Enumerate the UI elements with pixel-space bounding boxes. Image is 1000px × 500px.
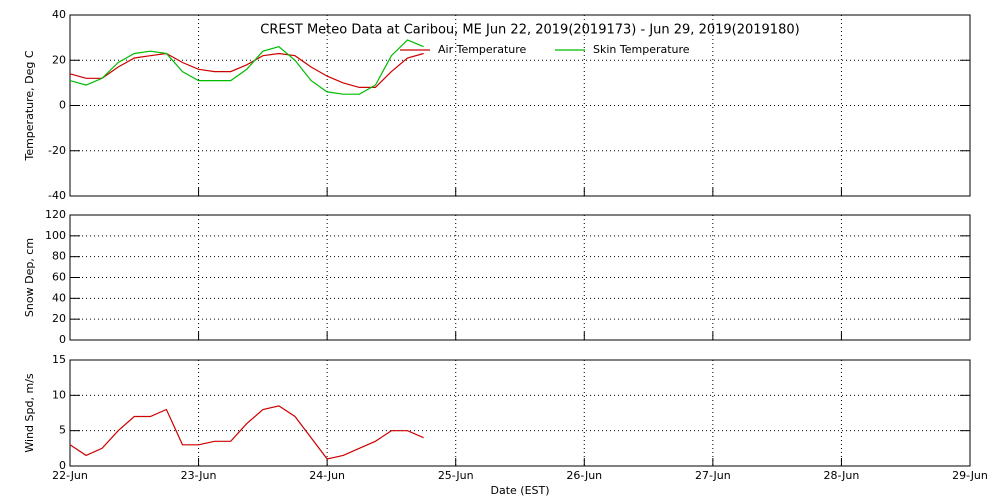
x-tick-label: 22-Jun	[52, 469, 88, 482]
plot-frame	[69, 214, 971, 341]
y-tick-label: 0	[59, 99, 66, 112]
data-line	[69, 405, 424, 460]
x-tick-label: 25-Jun	[438, 469, 474, 482]
data-line	[69, 39, 424, 95]
x-tick-label: 27-Jun	[695, 469, 731, 482]
y-tick-label: -40	[48, 189, 66, 202]
y-axis-label: Wind Spd, m/s	[23, 373, 36, 453]
x-tick-label: 28-Jun	[824, 469, 860, 482]
y-tick-label: 60	[52, 271, 66, 284]
y-tick-label: 10	[52, 388, 66, 401]
x-axis-label: Date (EST)	[490, 484, 549, 497]
y-axis-label: Snow Dep, cm	[23, 238, 36, 317]
x-tick-label: 29-Jun	[952, 469, 988, 482]
y-tick-label: -20	[48, 144, 66, 157]
plot-frame	[69, 359, 971, 467]
x-tick-label: 23-Jun	[181, 469, 217, 482]
legend-label: Air Temperature	[438, 43, 527, 56]
y-axis-label: Temperature, Deg C	[23, 50, 36, 161]
y-tick-label: 5	[59, 424, 66, 437]
y-tick-label: 20	[52, 53, 66, 66]
y-tick-label: 15	[52, 353, 66, 366]
data-line	[69, 52, 424, 88]
y-tick-label: 0	[59, 459, 66, 472]
y-tick-label: 120	[45, 208, 66, 221]
y-tick-label: 100	[45, 229, 66, 242]
x-tick-label: 26-Jun	[566, 469, 602, 482]
plot-frame	[69, 14, 971, 197]
chart-title: CREST Meteo Data at Caribou, ME Jun 22, …	[260, 23, 799, 38]
y-tick-label: 40	[52, 291, 66, 304]
x-tick-label: 24-Jun	[309, 469, 345, 482]
y-tick-label: 80	[52, 250, 66, 263]
y-tick-label: 40	[52, 8, 66, 21]
y-tick-label: 20	[52, 312, 66, 325]
y-tick-label: 0	[59, 333, 66, 346]
legend-label: Skin Temperature	[593, 43, 690, 56]
